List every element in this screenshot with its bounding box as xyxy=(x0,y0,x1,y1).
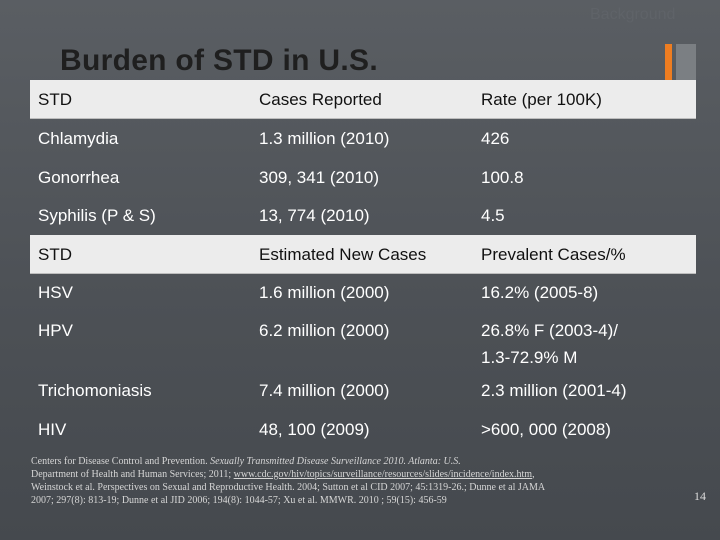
cell-rate: 100.8 xyxy=(481,168,524,187)
cell-prevalent: 16.2% (2005-8) xyxy=(481,283,599,302)
cell-std: Gonorrhea xyxy=(38,168,120,187)
cell-new-cases: 48, 100 (2009) xyxy=(259,420,370,439)
table1-header-rate: Rate (per 100K) xyxy=(481,90,602,109)
table-row: Syphilis (P & S) 13, 774 (2010) 4.5 xyxy=(30,196,696,235)
cell-rate: 4.5 xyxy=(481,206,505,225)
table1-header-cases: Cases Reported xyxy=(259,90,382,109)
cell-new-cases: 7.4 million (2000) xyxy=(259,381,390,400)
citation-line-3: Weinstock et al. Perspectives on Sexual … xyxy=(31,482,546,493)
table-row: HIV 48, 100 (2009) >600, 000 (2008) xyxy=(30,410,696,449)
citation-footer: Centers for Disease Control and Preventi… xyxy=(31,455,681,507)
table2-header-prevalent: Prevalent Cases/% xyxy=(481,245,626,264)
cell-prevalent: 2.3 million (2001-4) xyxy=(481,381,627,400)
table1-header-std: STD xyxy=(38,90,72,109)
cell-new-cases: 1.6 million (2000) xyxy=(259,283,390,302)
table2-header-row: STD Estimated New Cases Prevalent Cases/… xyxy=(30,235,696,274)
cell-std: Trichomoniasis xyxy=(38,381,152,400)
citation-title: Sexually Transmitted Disease Surveillanc… xyxy=(210,456,461,467)
cell-prevalent-continued: 1.3-72.9% M xyxy=(481,348,578,367)
table-row: Gonorrhea 309, 341 (2010) 100.8 xyxy=(30,158,696,197)
cell-std: HSV xyxy=(38,283,73,302)
citation-publisher: Department of Health and Human Services;… xyxy=(31,469,234,480)
citation-line-2: Department of Health and Human Services;… xyxy=(31,468,681,481)
table2-header-new-cases: Estimated New Cases xyxy=(259,245,427,264)
page-number: 14 xyxy=(694,489,706,503)
table1-header-row: STD Cases Reported Rate (per 100K) xyxy=(30,80,696,119)
cell-prevalent: 26.8% F (2003-4)/ xyxy=(481,321,619,340)
accent-bar-orange xyxy=(665,44,672,92)
cell-cases: 1.3 million (2010) xyxy=(259,129,390,148)
cell-rate: 426 xyxy=(481,129,510,148)
citation-line-1: Centers for Disease Control and Preventi… xyxy=(31,455,681,468)
cell-new-cases: 6.2 million (2000) xyxy=(259,321,390,340)
cell-std: Chlamydia xyxy=(38,129,119,148)
table-row: Trichomoniasis 7.4 million (2000) 2.3 mi… xyxy=(30,371,696,410)
table-row: HSV 1.6 million (2000) 16.2% (2005-8) xyxy=(30,273,696,312)
background-label: Background xyxy=(590,6,676,23)
cell-std: Syphilis (P & S) xyxy=(38,206,156,225)
cell-prevalent: >600, 000 (2008) xyxy=(481,420,611,439)
table-row: HPV 6.2 million (2000) 26.8% F (2003-4)/ xyxy=(30,311,696,350)
table-row: Chlamydia 1.3 million (2010) 426 xyxy=(30,119,696,158)
slide-title: Burden of STD in U.S. xyxy=(60,44,378,77)
citation-source: Centers for Disease Control and Preventi… xyxy=(31,456,211,467)
cell-cases: 309, 341 (2010) xyxy=(259,168,380,187)
citation-link[interactable]: www.cdc.gov/hiv/topics/surveillance/reso… xyxy=(233,469,533,480)
cell-std: HIV xyxy=(38,420,67,439)
citation-line-4: 2007; 297(8): 813-19; Dunne et al JID 20… xyxy=(31,495,447,506)
cell-std: HPV xyxy=(38,321,73,340)
citation-comma: , xyxy=(532,469,535,480)
table2-header-std: STD xyxy=(38,245,72,264)
cell-cases: 13, 774 (2010) xyxy=(259,206,370,225)
